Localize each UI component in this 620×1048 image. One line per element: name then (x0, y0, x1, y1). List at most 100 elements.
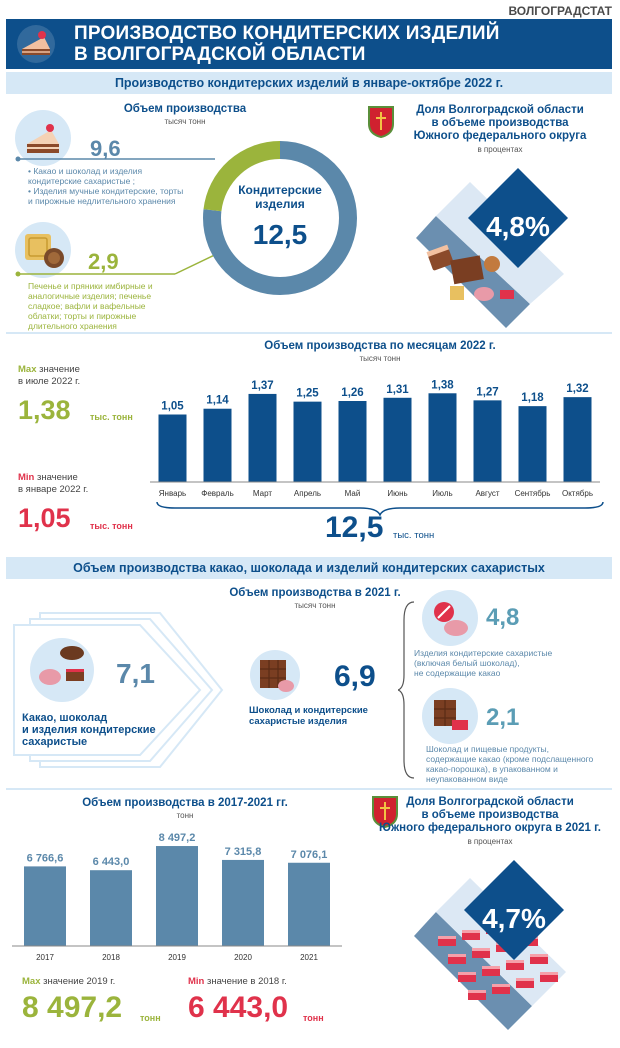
coat-of-arms-icon-2 (372, 796, 398, 828)
monthly-bar-9 (563, 397, 592, 482)
yearly-value-label-3: 7 315,8 (225, 846, 262, 858)
candy-brick-1 (462, 930, 480, 940)
item1-value: 9,6 (90, 136, 121, 161)
monthly-value-label-0: 1,05 (161, 401, 184, 413)
brand-label: ВОЛГОГРАДСТАТ (508, 4, 612, 18)
monthly-value-label-3: 1,25 (296, 388, 319, 400)
monthly-category-label-4: Май (345, 489, 361, 498)
item2-connector (15, 249, 226, 277)
section2-brace (398, 601, 415, 779)
share-value: 4,8% (486, 211, 550, 242)
section2-title: Объем производства в 2021 г. (229, 587, 401, 599)
item1-connector (15, 156, 215, 162)
monthly-min-value: 1,05 (18, 503, 71, 533)
candy-brick-top-11 (530, 954, 548, 957)
page-title: ПРОИЗВОДСТВО КОНДИТЕРСКИХ ИЗДЕЛИЙ В ВОЛГ… (74, 23, 500, 65)
section-band-1: Производство кондитерских изделий в янва… (6, 72, 612, 94)
donut-label-line1: Кондитерские (238, 183, 322, 197)
monthly-bar-7 (473, 400, 502, 482)
monthly-min-label: Min значение в январе 2022 г. (18, 472, 89, 495)
candy-brick-top-13 (492, 984, 510, 987)
item2-description: Печенье и пряники имбирные и аналогичные… (28, 281, 153, 331)
yearly-min-value: 6 443,0 (188, 991, 289, 1024)
share-title-2021: Доля Волгоградской области в объеме прои… (379, 796, 601, 834)
sugar-description: Изделия кондитерские сахаристые (включая… (414, 648, 553, 678)
yearly-value-label-1: 6 443,0 (93, 856, 130, 868)
monthly-bar-5 (383, 397, 412, 482)
donut-total: 12,5 (253, 219, 308, 250)
candy-brick-14 (516, 978, 534, 988)
monthly-category-label-0: Январь (159, 489, 186, 498)
divider-1 (6, 332, 612, 334)
yearly-max-unit: тонн (140, 1013, 161, 1023)
coat-of-arms-icon (368, 106, 394, 138)
candy-brick-top-1 (462, 930, 480, 933)
yearly-chart-title: Объем производства в 2017-2021 гг. (82, 797, 288, 809)
candy-brick-9 (482, 966, 500, 976)
candy-brick-top-12 (468, 990, 486, 993)
monthly-chart-title: Объем производства по месяцам 2022 г. (264, 340, 496, 352)
monthly-max-label: Max значение в июле 2022 г. (18, 364, 81, 387)
monthly-category-label-8: Сентябрь (515, 489, 551, 498)
monthly-value-label-2: 1,37 (251, 380, 273, 392)
yearly-value-label-0: 6 766,6 (27, 852, 64, 864)
monthly-min-unit: тыс. тонн (90, 521, 133, 531)
candy-brick-top-10 (506, 960, 524, 963)
yearly-category-label-1: 2018 (102, 953, 120, 962)
yearly-value-label-2: 8 497,2 (159, 832, 196, 844)
candy-brick-top-4 (448, 954, 466, 957)
monthly-max-value: 1,38 (18, 395, 71, 425)
cocoa-label: Какао, шоколад и изделия кондитерские са… (22, 712, 156, 748)
monthly-bar-0 (158, 414, 187, 482)
cocoa-arrow-graphic (13, 612, 224, 768)
item2-value: 2,9 (88, 249, 119, 274)
monthly-total-unit: тыс. тонн (393, 530, 435, 541)
section2-unit: тысяч тонн (294, 601, 336, 610)
production-donut-chart: Кондитерские изделия 12,5 (203, 141, 357, 295)
item1-description: • Какао и шоколад и изделия кондитерские… (28, 166, 184, 206)
candy-brick-top-14 (516, 978, 534, 981)
candy-brick-top-0 (438, 936, 456, 939)
yearly-chart-unit: тонн (176, 811, 194, 820)
yearly-category-label-0: 2017 (36, 953, 54, 962)
chocolate-label: Шоколад и кондитерские сахаристые издели… (249, 705, 368, 727)
yearly-bar-2 (156, 846, 198, 946)
candy-brick-15 (540, 972, 558, 982)
candy-brick-5 (472, 948, 490, 958)
cocoa-products-icon (422, 688, 478, 744)
yearly-bar-1 (90, 870, 132, 946)
monthly-bar-8 (518, 406, 547, 482)
monthly-category-label-7: Август (475, 489, 499, 498)
header-banner: ПРОИЗВОДСТВО КОНДИТЕРСКИХ ИЗДЕЛИЙ В ВОЛГ… (6, 19, 612, 69)
donut-slice-1 (203, 141, 357, 295)
candy-brick-13 (492, 984, 510, 994)
candy-brick-12 (468, 990, 486, 1000)
cake-logo-icon (17, 25, 55, 63)
monthly-chart-unit: тысяч тонн (359, 354, 401, 363)
yearly-min-unit: тонн (303, 1013, 324, 1023)
yearly-max-value: 8 497,2 (22, 991, 123, 1024)
candy-brick-0 (438, 936, 456, 946)
monthly-value-label-7: 1,27 (476, 386, 498, 398)
yearly-bar-chart: 6 766,6 2017 6 443,0 2018 8 497,2 2019 7 315,8… (12, 832, 342, 962)
yearly-bar-0 (24, 866, 66, 946)
monthly-value-label-5: 1,31 (386, 384, 409, 396)
yearly-category-label-3: 2020 (234, 953, 252, 962)
monthly-category-label-5: Июнь (387, 489, 407, 498)
monthly-bar-3 (293, 401, 322, 482)
candy-brick-top-15 (540, 972, 558, 975)
monthly-value-label-1: 1,14 (206, 395, 229, 407)
yearly-max-label: Max значение 2019 г. (22, 976, 116, 987)
yearly-bar-4 (288, 862, 330, 946)
candy-brick-8 (458, 972, 476, 982)
monthly-total-value: 12,5 (325, 511, 384, 544)
candy-brick-4 (448, 954, 466, 964)
share-unit: в процентах (477, 145, 523, 154)
candy-brick-top-8 (458, 972, 476, 975)
divider-2 (6, 788, 612, 790)
cocoa-products-description: Шоколад и пищевые продукты, содержащие к… (426, 744, 594, 784)
monthly-category-label-9: Октябрь (562, 489, 593, 498)
monthly-total-brace (156, 501, 604, 516)
donut-label-line2: изделия (255, 197, 305, 211)
